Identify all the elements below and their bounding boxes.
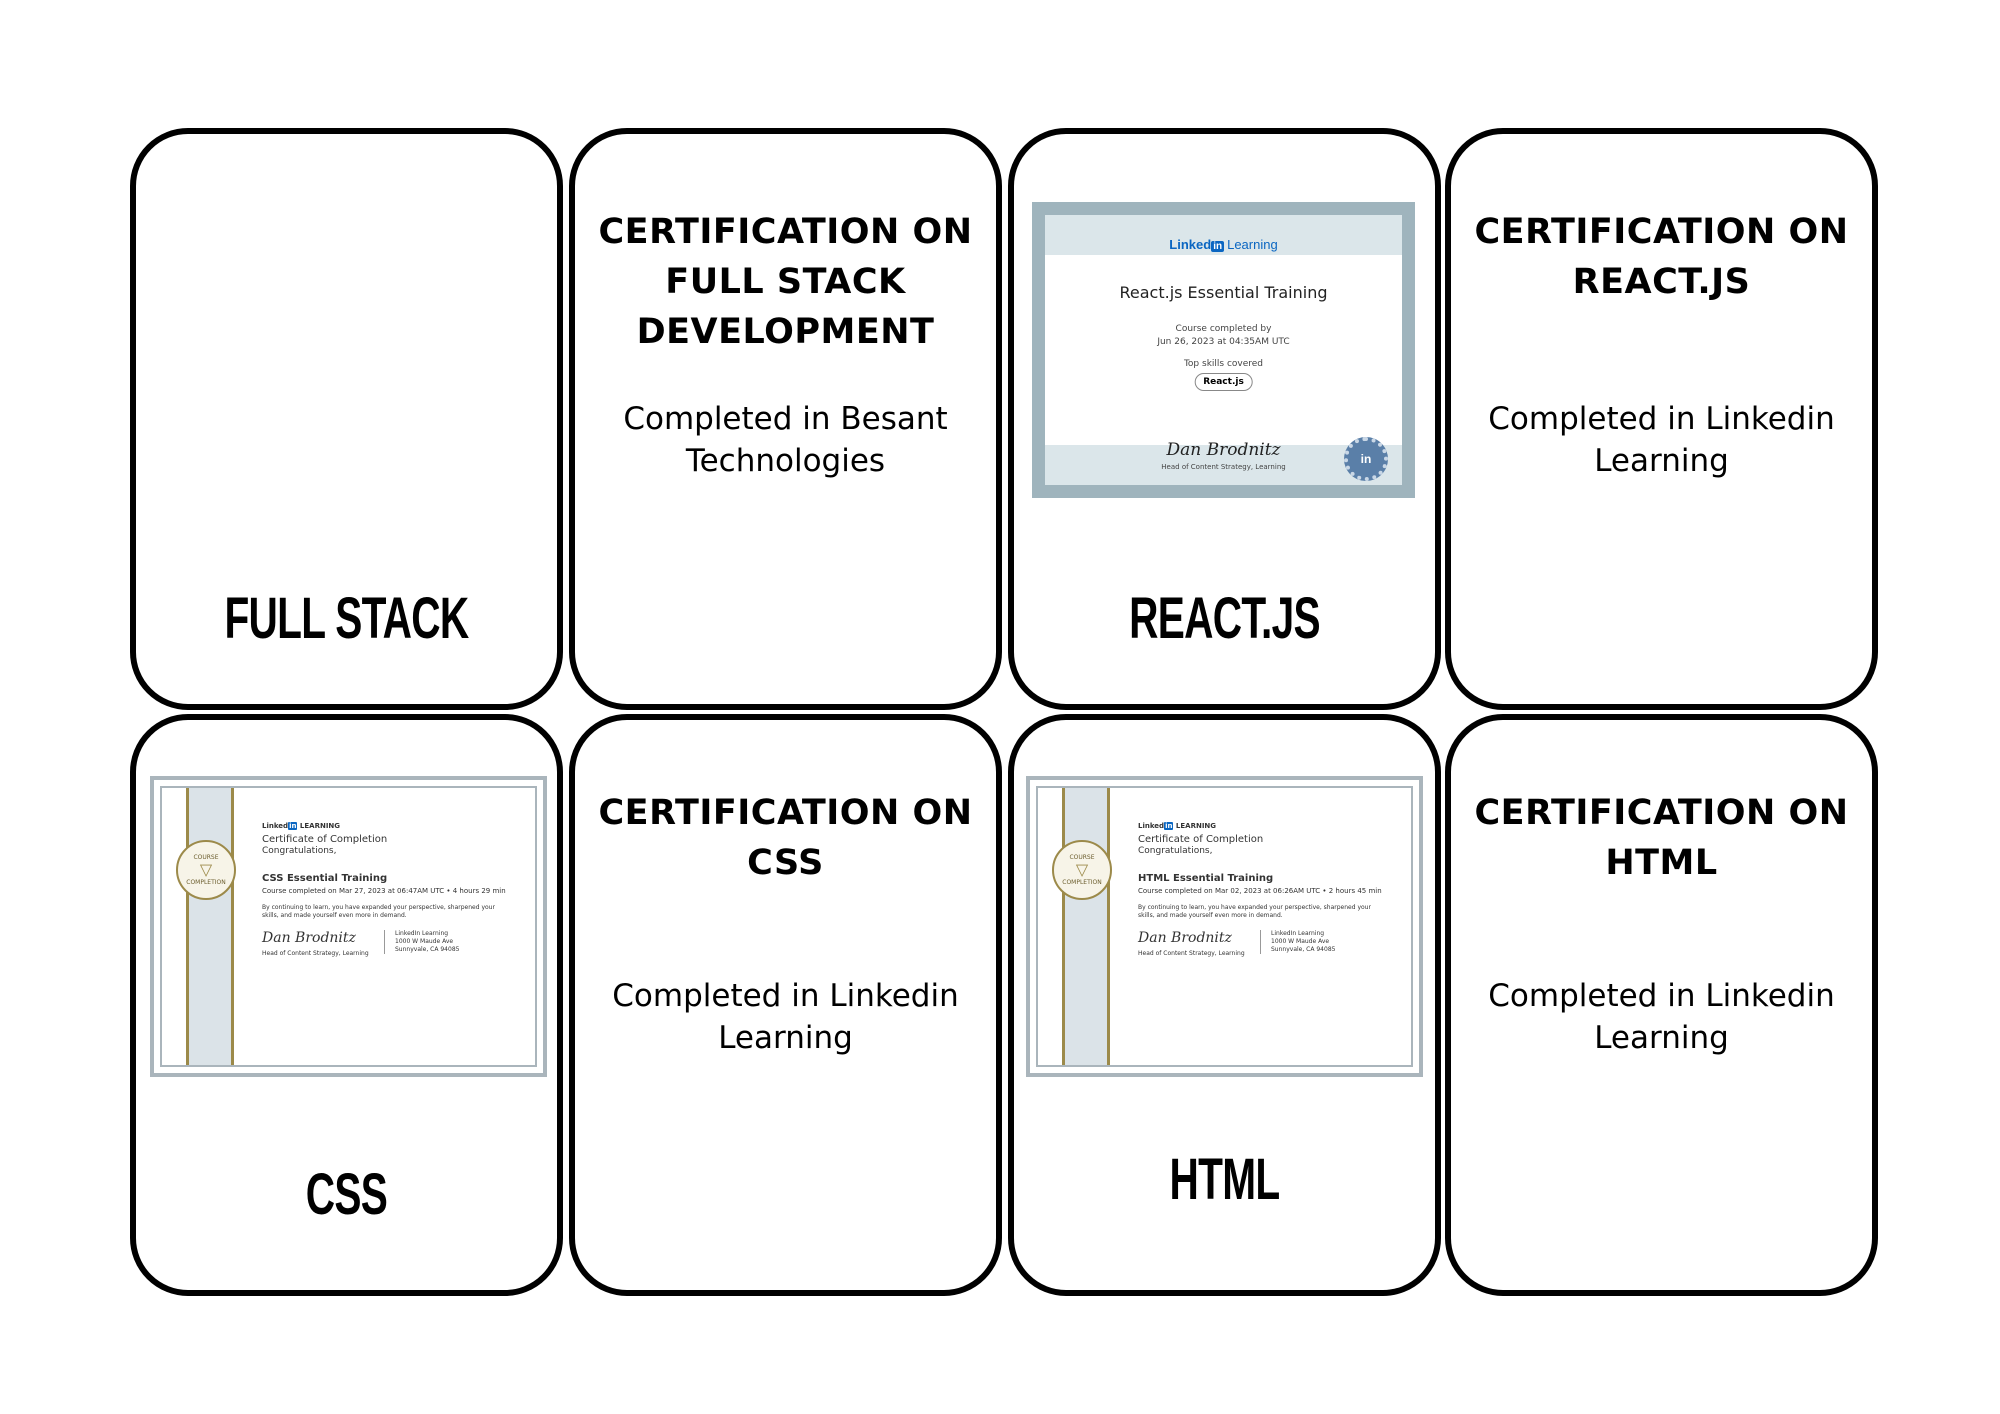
course-completion-medal-icon: COURSE ▽ COMPLETION: [1052, 840, 1112, 900]
cert-address: LinkedIn Learning 1000 W Maude Ave Sunnyva…: [1260, 930, 1335, 954]
cert-heading: Certificate of Completion: [1138, 834, 1264, 845]
card-html-front: COURSE ▽ COMPLETION Linkedin LEARNING Cert…: [1008, 714, 1441, 1296]
cert-date: Jun 26, 2023 at 04:35AM UTC: [1157, 337, 1290, 347]
cert-skill-badge: React.js: [1194, 373, 1253, 391]
cert-signature: Dan Brodnitz: [1166, 440, 1281, 460]
heading-line: DEVELOPMENT: [636, 312, 935, 352]
card-html-back: CERTIFICATION ON HTML Completed in Linke…: [1445, 714, 1878, 1296]
css-certificate-image: COURSE ▽ COMPLETION Linkedin LEARNING Cert…: [150, 776, 547, 1077]
linkedin-learning-logo: Linkedin LEARNING: [1138, 822, 1217, 830]
linkedin-seal-icon: in: [1344, 437, 1388, 481]
linkedin-learning-logo: Linked in Learning: [1169, 237, 1278, 252]
html-certificate-image: COURSE ▽ COMPLETION Linkedin LEARNING Cert…: [1026, 776, 1423, 1077]
card-body-css: Completed in Linkedin Learning: [612, 978, 959, 1056]
card-body-react: Completed in Linkedin Learning: [1488, 401, 1835, 479]
card-body-html: Completed in Linkedin Learning: [1488, 978, 1835, 1056]
react-certificate-image: Linked in Learning React.js Essential Trai…: [1032, 202, 1415, 498]
cert-congrats: Congratulations,: [1138, 846, 1213, 856]
heading-line: CERTIFICATION ON: [598, 793, 973, 833]
card-react-back: CERTIFICATION ON REACT.JS Completed in L…: [1445, 128, 1878, 710]
card-full-stack-back: CERTIFICATION ON FULL STACK DEVELOPMENT …: [569, 128, 1002, 710]
card-heading-css: CERTIFICATION ON CSS: [575, 788, 996, 888]
cert-signer: Head of Content Strategy, Learning: [1138, 950, 1245, 957]
cert-completed-by: Course completed by: [1175, 324, 1272, 334]
heading-line: HTML: [1605, 843, 1718, 883]
cert-course-title: React.js Essential Training: [1119, 283, 1328, 302]
cert-paragraph: By continuing to learn, you have expande…: [1138, 904, 1371, 919]
cert-stripe: [186, 788, 234, 1065]
cert-congrats: Congratulations,: [262, 846, 337, 856]
course-completion-medal-icon: COURSE ▽ COMPLETION: [176, 840, 236, 900]
cert-date: Course completed on Mar 27, 2023 at 06:4…: [262, 887, 506, 895]
card-heading-full-stack: CERTIFICATION ON FULL STACK DEVELOPMENT: [575, 207, 996, 357]
heading-line: REACT.JS: [1572, 262, 1751, 302]
card-css-front: COURSE ▽ COMPLETION Linkedin LEARNING Cert…: [130, 714, 563, 1296]
heading-line: CERTIFICATION ON: [1474, 793, 1849, 833]
cert-signature: Dan Brodnitz: [1138, 930, 1232, 946]
linkedin-learning-logo: Linkedin LEARNING: [262, 822, 341, 830]
card-body-full-stack: Completed in Besant Technologies: [623, 401, 948, 479]
cert-course-title: CSS Essential Training: [262, 873, 388, 884]
card-label-full-stack: FULL STACK: [224, 586, 469, 651]
heading-line: CERTIFICATION ON: [598, 212, 973, 252]
card-css-back: CERTIFICATION ON CSS Completed in Linked…: [569, 714, 1002, 1296]
cert-skills-label: Top skills covered: [1183, 359, 1264, 369]
cert-signature: Dan Brodnitz: [262, 930, 356, 946]
card-react-front: Linked in Learning React.js Essential Trai…: [1008, 128, 1441, 710]
card-heading-html: CERTIFICATION ON HTML: [1451, 788, 1872, 888]
card-label-html: HTML: [1169, 1147, 1281, 1212]
cert-signer: Head of Content Strategy, Learning: [1161, 463, 1286, 471]
heading-line: FULL STACK: [665, 262, 906, 302]
cert-signer: Head of Content Strategy, Learning: [262, 950, 369, 957]
card-heading-react: CERTIFICATION ON REACT.JS: [1451, 207, 1872, 307]
cert-course-title: HTML Essential Training: [1138, 873, 1274, 884]
cert-stripe: [1062, 788, 1110, 1065]
heading-line: CSS: [747, 843, 824, 883]
cert-paragraph: By continuing to learn, you have expande…: [262, 904, 495, 919]
cert-date: Course completed on Mar 02, 2023 at 06:2…: [1138, 887, 1382, 895]
cert-address: LinkedIn Learning 1000 W Maude Ave Sunnyva…: [384, 930, 459, 954]
card-full-stack-front: FULL STACK: [130, 128, 563, 710]
heading-line: CERTIFICATION ON: [1474, 212, 1849, 252]
cert-band: [1045, 445, 1402, 485]
cert-heading: Certificate of Completion: [262, 834, 388, 845]
card-label-css: CSS: [305, 1162, 388, 1227]
card-label-react: REACT.JS: [1129, 586, 1320, 651]
